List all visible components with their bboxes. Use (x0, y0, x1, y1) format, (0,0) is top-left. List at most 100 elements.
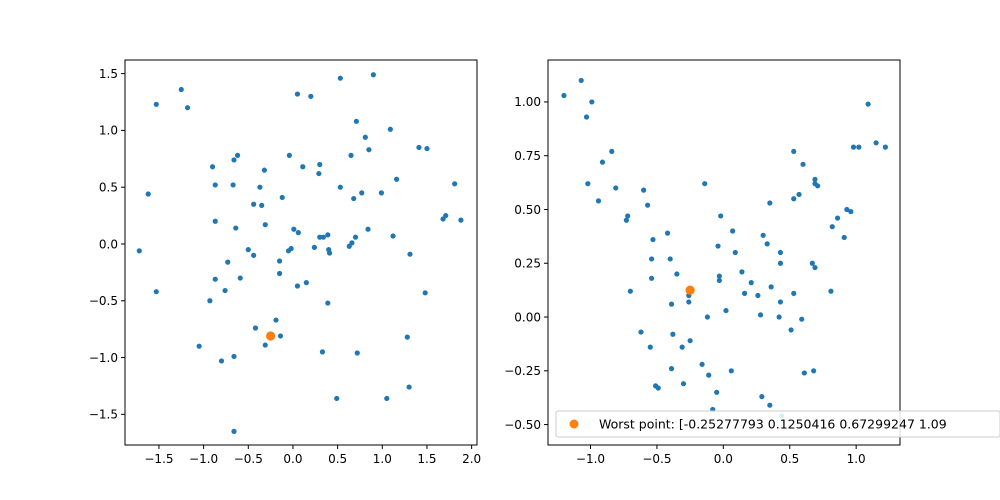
scatter-point (325, 232, 331, 238)
scatter-point (609, 148, 615, 155)
scatter-point (351, 195, 357, 202)
scatter-point (145, 191, 151, 197)
scatter-point (674, 271, 680, 277)
scatter-point (407, 251, 413, 257)
scatter-point (748, 280, 754, 286)
scatter-point (319, 349, 326, 355)
scatter-point (366, 147, 372, 153)
x-tick-label: 1.5 (417, 452, 436, 466)
left-y-axis-ticks: −1.5 −1.0 −0.5 0.0 0.5 1.0 1.5 (89, 67, 125, 422)
scatter-point (262, 222, 268, 228)
scatter-point (153, 101, 159, 107)
scatter-point (273, 317, 279, 323)
right-scatter-plot: −1.0 −0.5 0.0 0.5 1.0 −0.50 −0.25 0.00 0.25 0.50… (504, 59, 1000, 466)
scatter-point (759, 394, 765, 400)
y-tick-label: 0.00 (514, 310, 541, 324)
scatter-point (212, 276, 218, 282)
y-tick-label: 0.25 (514, 257, 541, 271)
scatter-point (791, 148, 797, 155)
scatter-point (207, 298, 213, 304)
scatter-point (348, 152, 354, 158)
worst-point-legend: Worst point: [-0.25277793 0.1250416 0.67… (555, 410, 1000, 438)
scatter-point (686, 299, 692, 305)
scatter-point (370, 72, 376, 78)
scatter-point (233, 225, 239, 231)
scatter-point (585, 181, 591, 187)
scatter-point (452, 181, 458, 187)
scatter-point (730, 228, 736, 234)
scatter-point (828, 288, 834, 294)
scatter-point (317, 234, 323, 240)
scatter-point (757, 312, 764, 318)
x-tick-label: −0.5 (234, 452, 263, 466)
scatter-point (649, 256, 655, 262)
y-tick-label: −0.5 (89, 294, 118, 308)
left-x-axis-ticks: −1.5 −1.0 −0.5 0.0 0.5 1.0 1.5 2.0 (144, 445, 481, 466)
scatter-point (279, 194, 285, 201)
x-tick-label: 0.0 (283, 452, 302, 466)
scatter-point (645, 202, 651, 208)
scatter-point (873, 140, 879, 146)
scatter-point (294, 283, 301, 289)
right-y-axis-ticks: −0.50 −0.25 0.00 0.25 0.50 0.75 1.00 (504, 95, 548, 432)
scatter-point (815, 183, 821, 189)
scatter-point (390, 233, 396, 239)
x-tick-label: 0.0 (714, 452, 733, 466)
scatter-point (353, 118, 359, 124)
x-tick-label: 0.5 (328, 452, 347, 466)
scatter-point (285, 248, 292, 254)
scatter-point (393, 176, 400, 182)
scatter-point (776, 314, 782, 320)
scatter-point (440, 216, 446, 222)
y-tick-label: 0.75 (514, 149, 541, 163)
y-tick-label: −0.50 (504, 418, 541, 432)
scatter-point (458, 217, 464, 223)
scatter-point (231, 428, 237, 434)
scatter-point (365, 226, 371, 232)
scatter-point (578, 77, 584, 84)
left-plot-frame (124, 59, 478, 446)
scatter-point (801, 370, 807, 376)
y-tick-label: 1.5 (99, 67, 118, 81)
scatter-point (704, 314, 711, 320)
scatter-point (650, 236, 656, 243)
scatter-point (623, 217, 629, 223)
scatter-point (627, 288, 633, 294)
scatter-point (316, 170, 322, 177)
x-tick-label: −0.5 (642, 452, 671, 466)
scatter-point (295, 230, 301, 236)
scatter-point (416, 144, 422, 151)
scatter-point (613, 185, 619, 191)
scatter-point (277, 333, 284, 339)
scatter-point (317, 161, 323, 168)
scatter-point (230, 182, 236, 188)
scatter-point (561, 92, 567, 99)
scatter-point (670, 331, 676, 337)
scatter-point (334, 395, 340, 402)
scatter-point (799, 316, 805, 322)
scatter-point (732, 249, 738, 256)
scatter-point (723, 307, 729, 314)
scatter-point (245, 247, 251, 253)
scatter-point (257, 184, 263, 190)
scatter-point (276, 258, 283, 264)
scatter-point (811, 368, 817, 374)
scatter-point (404, 334, 410, 340)
scatter-point (326, 250, 333, 256)
scatter-point (687, 338, 693, 344)
x-tick-label: −1.5 (144, 452, 173, 466)
y-tick-label: 0.0 (99, 237, 118, 251)
y-tick-label: 1.00 (514, 95, 541, 109)
scatter-point (325, 300, 331, 306)
scatter-point (212, 182, 218, 188)
scatter-point (841, 234, 847, 241)
y-tick-label: 0.5 (99, 180, 118, 194)
legend-marker (569, 419, 579, 429)
worst-point-marker (685, 285, 695, 295)
scatter-point (261, 167, 267, 173)
right-x-axis-ticks: −1.0 −0.5 0.0 0.5 1.0 (576, 445, 866, 466)
scatter-point (599, 159, 606, 165)
scatter-point (234, 152, 241, 158)
scatter-point (583, 114, 590, 120)
